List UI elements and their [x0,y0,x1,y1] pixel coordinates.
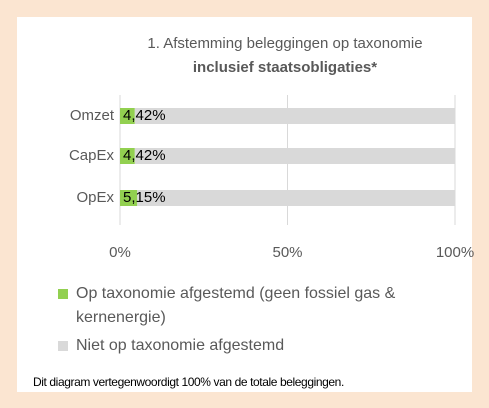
x-tick-label: 0% [109,244,131,261]
y-tick-label: OpEx [76,189,114,206]
legend-label: Op taxonomie afgestemd (geen fossiel gas… [76,285,396,326]
footnote: Dit diagram vertegenwoordigt 100% van de… [33,375,344,389]
chart-subtitle: inclusief staatsobligaties* [193,59,377,76]
bar-segment [120,148,135,164]
bar-segment [120,190,138,206]
legend-swatch [58,341,68,351]
bar-segment [137,190,455,206]
y-tick-label: Omzet [70,107,115,124]
bar-segment [134,148,455,164]
y-tick-label: CapEx [69,147,115,164]
legend-swatch [58,289,68,299]
x-tick-label: 50% [272,244,302,261]
x-tick-label: 100% [436,244,474,261]
data-label: 4,42% [123,147,166,164]
legend: Op taxonomie afgestemd (geen fossiel gas… [58,282,463,362]
bar-segment [120,108,135,124]
data-label: 5,15% [123,189,166,206]
chart-title: 1. Afstemming beleggingen op taxonomie [147,35,422,52]
legend-item: Op taxonomie afgestemd (geen fossiel gas… [58,282,463,330]
bar-segment [134,108,455,124]
legend-item: Niet op taxonomie afgestemd [58,334,463,358]
data-label: 4,42% [123,107,166,124]
legend-label: Niet op taxonomie afgestemd [76,337,285,354]
